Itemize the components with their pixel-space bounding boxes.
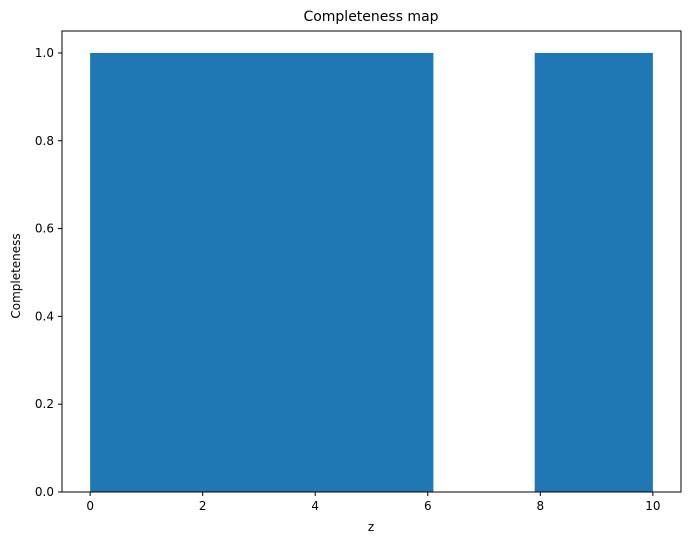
y-tick-label: 0.4	[35, 309, 54, 323]
y-tick-label: 0.8	[35, 134, 54, 148]
y-tick-label: 0.6	[35, 222, 54, 236]
x-tick-label: 0	[86, 499, 94, 513]
y-ticks-group: 0.0 0.2 0.4 0.6 0.8 1.0	[35, 46, 62, 499]
x-axis-label: z	[368, 520, 374, 534]
bars-group	[90, 52, 653, 492]
y-axis-label: Completeness	[9, 233, 23, 318]
y-tick-label: 0.0	[35, 485, 54, 499]
x-tick-label: 2	[199, 499, 207, 513]
y-tick-label: 0.2	[35, 397, 54, 411]
y-tick-label: 1.0	[35, 46, 54, 60]
x-ticks-group: 0 2 4 6 8 10	[86, 492, 661, 513]
chart-title: Completeness map	[303, 9, 438, 25]
plot-frame	[61, 30, 682, 493]
x-tick-label: 4	[311, 499, 319, 513]
x-tick-label: 8	[536, 499, 544, 513]
x-tick-label: 10	[645, 499, 660, 513]
bar-1	[534, 52, 653, 492]
axes-group	[61, 30, 682, 493]
bar-0	[90, 52, 434, 492]
x-tick-label: 6	[424, 499, 432, 513]
